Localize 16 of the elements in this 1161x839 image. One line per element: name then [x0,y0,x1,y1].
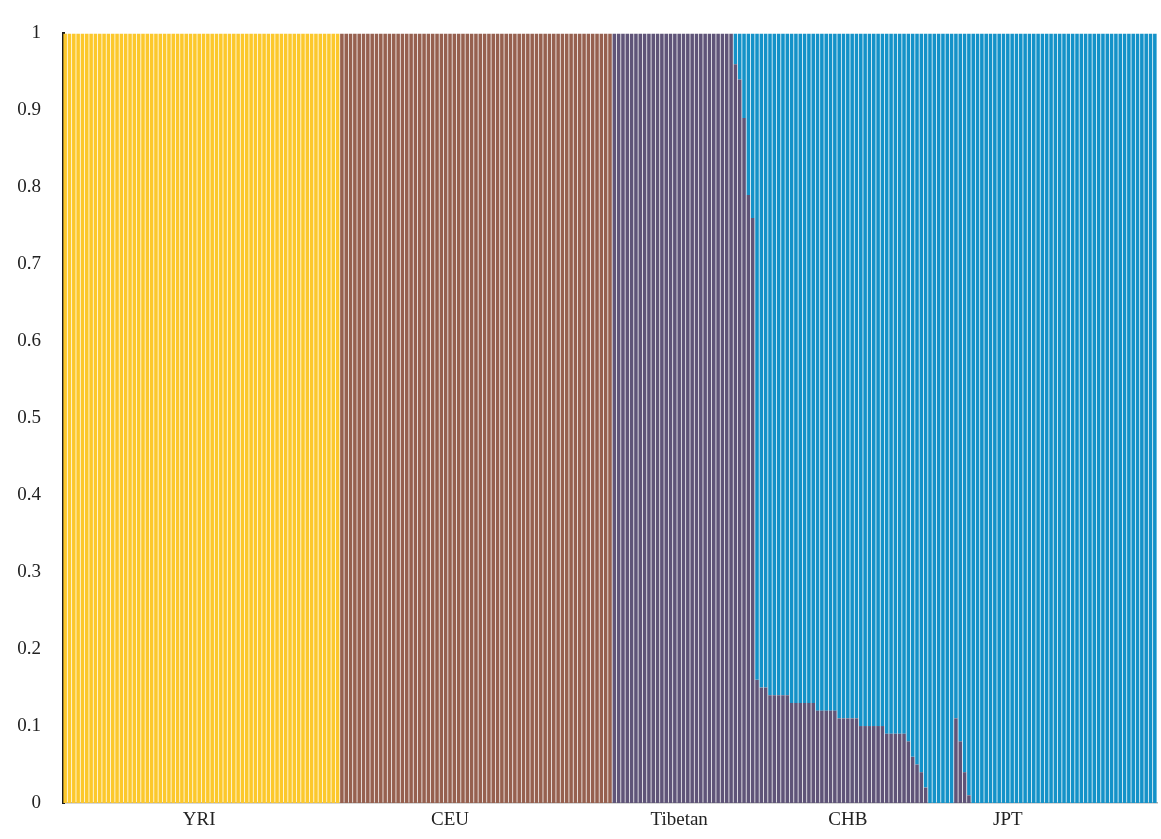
y-tick-label: 0.3 [17,560,41,582]
y-tick-label: 0.6 [17,329,41,351]
y-tick-label: 0.5 [17,406,41,428]
y-tick-label: 0 [31,790,41,812]
y-tick-label: 0.8 [17,175,41,197]
x-tick-label: Tibetan [650,808,709,830]
x-tick-label: YRI [182,808,216,830]
y-tick-label: 0.7 [17,252,41,274]
y-tick-label: 0.2 [17,637,41,659]
y-tick-label: 1 [31,21,41,43]
x-tick-label: CHB [828,808,868,830]
x-tick-label: JPT [993,808,1023,830]
y-tick-label: 0.1 [17,714,41,736]
x-tick-label: CEU [431,808,470,830]
y-tick-label: 0.4 [17,483,42,505]
y-tick-label: 0.9 [17,98,41,120]
